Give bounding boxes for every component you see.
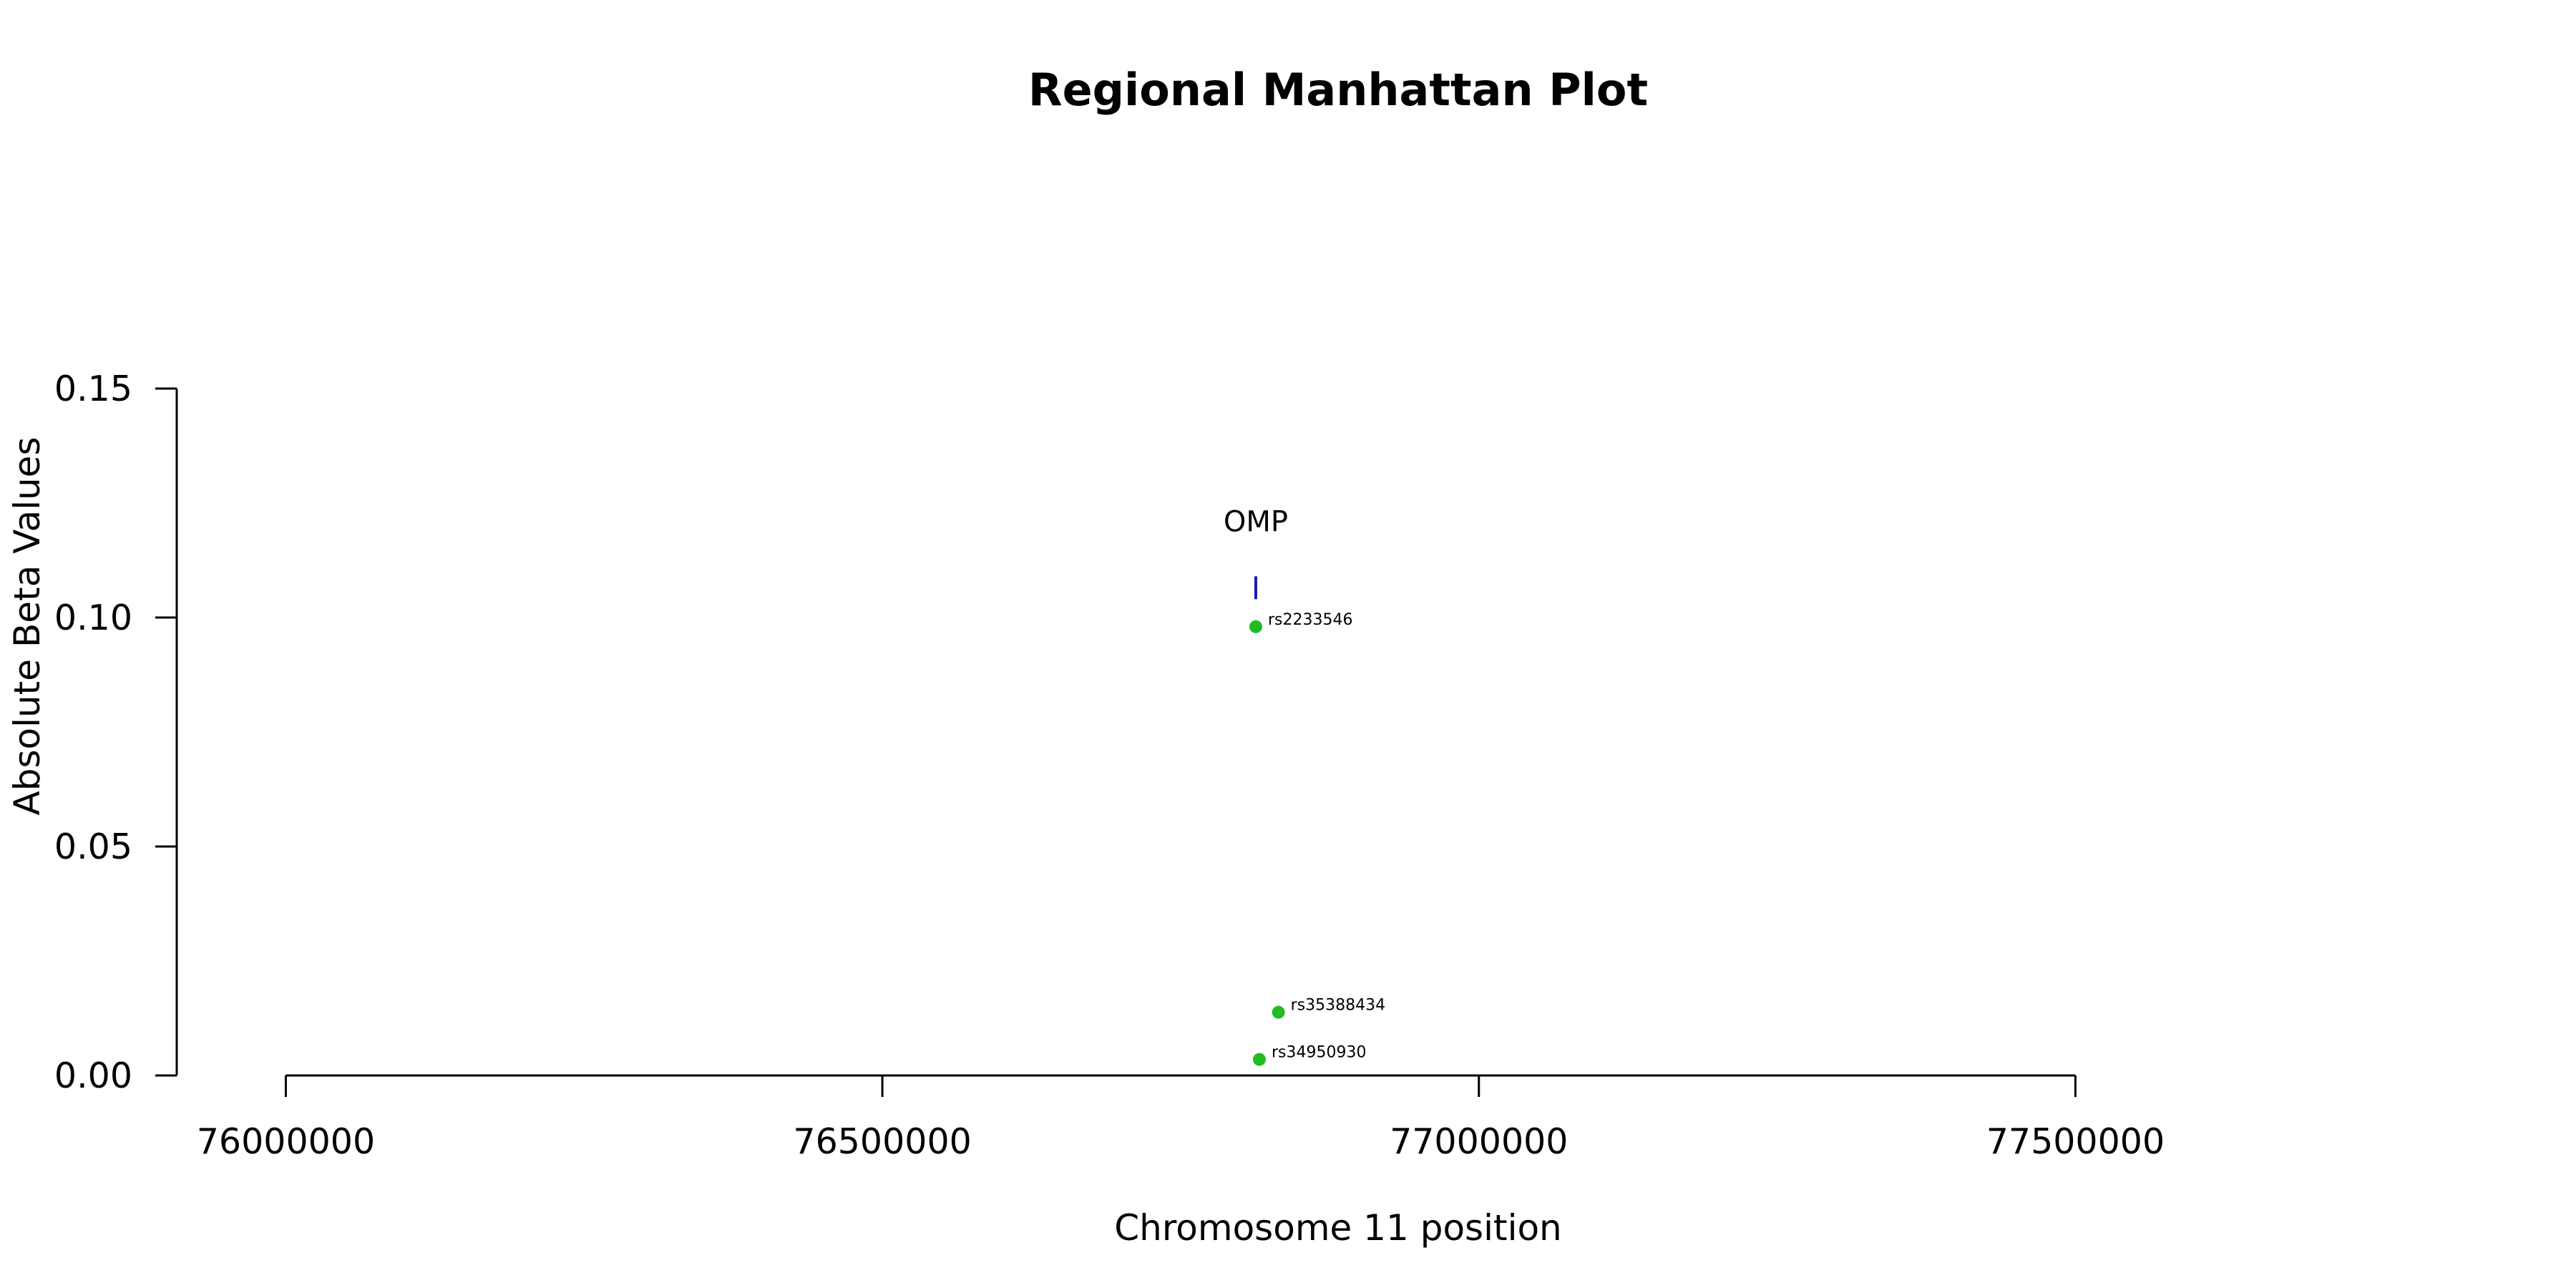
x-axis-title: Chromosome 11 position (1114, 1207, 1562, 1249)
y-tick-label: 0.15 (54, 369, 132, 409)
chart-title: Regional Manhattan Plot (1028, 64, 1648, 116)
data-point (1249, 620, 1262, 633)
y-axis-title: Absolute Beta Values (6, 437, 48, 816)
data-point-label: rs2233546 (1268, 611, 1353, 629)
gene-label: OMP (1224, 506, 1288, 539)
data-point-label: rs35388434 (1291, 997, 1385, 1015)
data-point (1252, 1053, 1266, 1066)
data-points: rs2233546 rs35388434 rs34950930 (1249, 611, 1385, 1066)
y-tick-label: 0.10 (54, 597, 132, 638)
y-axis: 0.00 0.05 0.10 0.15 (54, 369, 178, 1096)
x-tick-label: 77000000 (1390, 1121, 1568, 1162)
x-tick-label: 76500000 (793, 1121, 971, 1162)
data-point (1272, 1005, 1285, 1019)
x-tick-label: 77500000 (1986, 1121, 2165, 1162)
x-axis: 76000000 76500000 77000000 77500000 (197, 1074, 2165, 1162)
x-tick-label: 76000000 (197, 1121, 375, 1162)
y-tick-label: 0.00 (54, 1055, 132, 1096)
data-point-label: rs34950930 (1272, 1044, 1366, 1062)
gene-markers: OMP (1224, 506, 1288, 600)
y-tick-label: 0.05 (54, 826, 132, 867)
